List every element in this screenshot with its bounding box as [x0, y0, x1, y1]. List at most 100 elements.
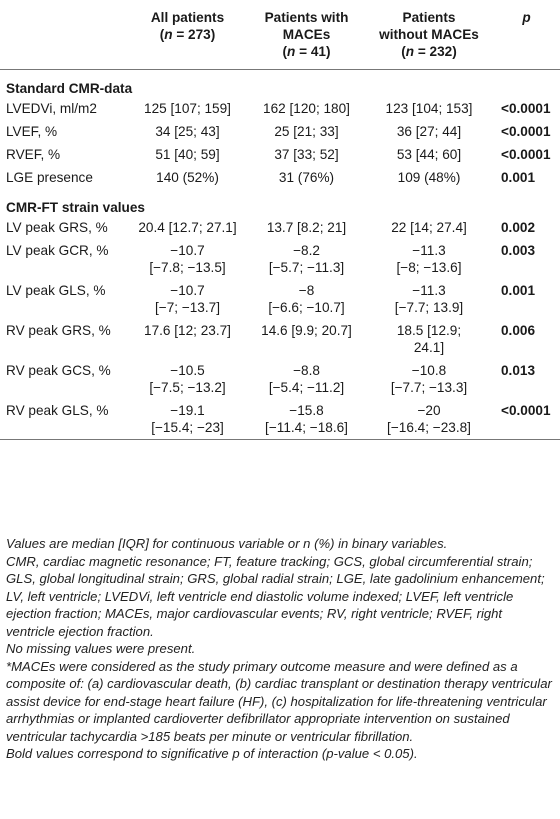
table-row: LGE presence 140 (52%) 31 (76%) 109 (48%) 0.…	[0, 166, 560, 189]
header-without-maces: Patients without MACEs (n = 232)	[365, 0, 493, 70]
section-title: Standard CMR-data	[6, 81, 133, 96]
row-label: LGE presence	[6, 170, 93, 185]
cell-all: 34 [25; 43]	[127, 120, 248, 143]
cell-p-value: 0.001	[501, 283, 536, 298]
cell-all: 51 [40; 59]	[127, 143, 248, 166]
results-table: All patients (n = 273) Patients with MAC…	[0, 0, 560, 440]
cell-line: −11.3	[412, 283, 446, 298]
cell-p-value: 0.002	[501, 220, 536, 235]
table-row: LVEDVi, ml/m2 125 [107; 159] 162 [120; 180…	[0, 97, 560, 120]
row-label: RV peak GRS, %	[6, 323, 111, 338]
header-row: All patients (n = 273) Patients with MAC…	[0, 0, 560, 70]
table-row: RV peak GRS, % 17.6 [12; 23.7] 14.6 [9.9; …	[0, 319, 560, 359]
cell-p-value: <0.0001	[501, 101, 551, 116]
cell-line: [−11.4; −18.6]	[265, 420, 348, 435]
table-row: LV peak GRS, % 20.4 [12.7; 27.1] 13.7 [8.2…	[0, 216, 560, 239]
cell-all: −10.5 [−7.5; −13.2]	[127, 359, 248, 399]
cell-line: [−8; −13.6]	[396, 260, 462, 275]
cell-line: [−15.4; −23]	[151, 420, 224, 435]
table-body: Standard CMR-data LVEDVi, ml/m2 125 [107; …	[0, 70, 560, 440]
table-row: LVEF, % 34 [25; 43] 25 [21; 33] 36 [27; 44]…	[0, 120, 560, 143]
cell-line: 14.6 [9.9; 20.7]	[261, 323, 352, 338]
header-p: p	[522, 10, 531, 25]
cell-line: [−7.7; −13.3]	[390, 380, 468, 395]
cell-line: 31 (76%)	[278, 170, 335, 185]
row-label: RVEF, %	[6, 147, 61, 162]
cell-p-value: 0.013	[501, 363, 536, 378]
cell-without: −11.3 [−7.7; 13.9]	[365, 279, 493, 319]
cell-line: 109 (48%)	[397, 170, 461, 185]
cell-line: [−7.8; −13.5]	[149, 260, 226, 275]
cell-without: −10.8 [−7.7; −13.3]	[365, 359, 493, 399]
cell-with: −8.2 [−5.7; −11.3]	[248, 239, 365, 279]
cell-line: 24.1]	[413, 340, 445, 355]
cell-line: −10.7	[170, 283, 205, 298]
cell-line: 51 [40; 59]	[155, 147, 220, 162]
cell-without: 36 [27; 44]	[365, 120, 493, 143]
cell-line: 123 [104; 153]	[385, 101, 473, 116]
cell-with: −8.8 [−5.4; −11.2]	[248, 359, 365, 399]
cell-line: 18.5 [12.9;	[396, 323, 462, 338]
header-without-line1: Patients	[402, 10, 456, 25]
cell-line: 36 [27; 44]	[396, 124, 462, 139]
cell-line: 125 [107; 159]	[144, 101, 231, 116]
section-title: CMR-FT strain values	[6, 200, 145, 215]
cell-with: 13.7 [8.2; 21]	[248, 216, 365, 239]
cell-p-value: <0.0001	[493, 399, 560, 440]
header-with-maces: Patients with MACEs (n = 41)	[248, 0, 365, 70]
cell-p-value: <0.0001	[501, 124, 551, 139]
cell-p-value: <0.0001	[501, 147, 551, 162]
cell-all: −19.1 [−15.4; −23]	[127, 399, 248, 440]
row-label: RV peak GCS, %	[6, 363, 111, 378]
row-label: LVEF, %	[6, 124, 58, 139]
cell-line: 17.6 [12; 23.7]	[144, 323, 231, 338]
cell-line: 20.4 [12.7; 27.1]	[138, 220, 237, 235]
cell-p-value: 0.001	[501, 170, 536, 185]
cell-line: 37 [33; 52]	[274, 147, 339, 162]
header-all-patients: All patients (n = 273)	[127, 0, 248, 70]
cell-with: 14.6 [9.9; 20.7]	[248, 319, 365, 359]
cell-line: 162 [120; 180]	[263, 101, 350, 116]
cell-all: 17.6 [12; 23.7]	[127, 319, 248, 359]
footnote-abbreviations: CMR, cardiac magnetic resonance; FT, fea…	[6, 553, 545, 639]
cell-all: −10.7 [−7.8; −13.5]	[127, 239, 248, 279]
cell-line: [−7.7; 13.9]	[394, 300, 464, 315]
footnotes: Values are median [IQR] for continuous v…	[6, 535, 554, 763]
row-label: LV peak GLS, %	[6, 283, 106, 298]
cell-line: −20	[417, 403, 441, 418]
table-row: RV peak GCS, % −10.5 [−7.5; −13.2] −8.8 [−5.…	[0, 359, 560, 399]
cell-all: 125 [107; 159]	[127, 97, 248, 120]
table-row: RVEF, % 51 [40; 59] 37 [33; 52] 53 [44; 60]…	[0, 143, 560, 166]
cell-with: 162 [120; 180]	[248, 97, 365, 120]
table-row: LV peak GCR, % −10.7 [−7.8; −13.5] −8.2 [−5.…	[0, 239, 560, 279]
cell-line: −19.1	[170, 403, 205, 418]
cell-line: −8.8	[293, 363, 320, 378]
cell-without: −11.3 [−8; −13.6]	[365, 239, 493, 279]
cell-without: 22 [14; 27.4]	[365, 216, 493, 239]
cell-with: −8 [−6.6; −10.7]	[248, 279, 365, 319]
cell-line: [−5.4; −11.2]	[268, 380, 345, 395]
footnote-missing: No missing values were present.	[6, 641, 196, 656]
cell-without: 18.5 [12.9; 24.1]	[365, 319, 493, 359]
cell-line: 53 [44; 60]	[396, 147, 462, 162]
cell-without: 109 (48%)	[365, 166, 493, 189]
header-with-line2: MACEs	[282, 27, 331, 42]
cell-line: 25 [21; 33]	[274, 124, 339, 139]
cell-without: −20 [−16.4; −23.8]	[365, 399, 493, 440]
cell-with: 31 (76%)	[248, 166, 365, 189]
cell-with: −15.8 [−11.4; −18.6]	[248, 399, 365, 440]
table-row: RV peak GLS, % −19.1 [−15.4; −23] −15.8 [−11…	[0, 399, 560, 440]
cell-without: 123 [104; 153]	[365, 97, 493, 120]
cell-line: −10.5	[170, 363, 205, 378]
header-without-line2: without MACEs	[379, 27, 479, 42]
row-label: LV peak GCR, %	[6, 243, 109, 258]
cell-line: −11.3	[412, 243, 446, 258]
cell-line: 22 [14; 27.4]	[391, 220, 467, 235]
row-label: RV peak GLS, %	[0, 399, 127, 440]
table-row: LV peak GLS, % −10.7 [−7; −13.7] −8 [−6.6; −…	[0, 279, 560, 319]
cell-p-value: 0.003	[501, 243, 536, 258]
cell-line: −15.8	[289, 403, 324, 418]
header-with-line3: (n = 41)	[282, 44, 331, 59]
cell-line: 140 (52%)	[156, 170, 219, 185]
row-label: LV peak GRS, %	[6, 220, 108, 235]
